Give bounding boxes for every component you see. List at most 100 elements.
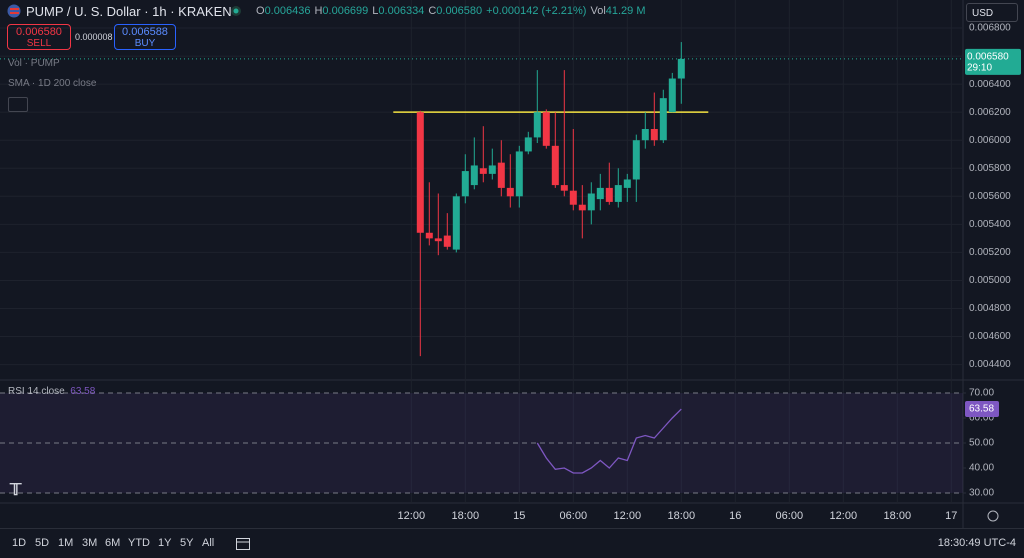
bottom-toolbar [0, 528, 1024, 558]
collapse-button[interactable] [8, 97, 28, 112]
buy-button[interactable]: 0.006588 BUY [114, 24, 176, 50]
rsi-legend: RSI 14 close 63.58 [8, 386, 95, 397]
candle-body [578, 204, 586, 211]
rsi-badge-label: 63.58 [969, 404, 994, 415]
candle-body [497, 162, 505, 188]
candle-body [641, 129, 649, 141]
x-tick-label: 18:00 [884, 510, 912, 522]
ohlc-key: L [372, 5, 379, 17]
y-tick-label: 0.004800 [969, 303, 1011, 314]
x-tick-label: 12:00 [398, 510, 426, 522]
candle-body [416, 112, 424, 233]
range-button[interactable]: 6M [105, 537, 121, 549]
candle-body [569, 190, 577, 205]
candle-body [425, 232, 433, 239]
sell-label: SELL [26, 38, 52, 49]
candle-body [461, 171, 469, 197]
ohlc-value: 0.006334 [378, 5, 425, 17]
ohlc-value: 0.006436 [264, 5, 311, 17]
x-tick-label: 18:00 [668, 510, 696, 522]
price-axis-bg [963, 0, 1024, 528]
y-tick-label: 40.00 [969, 463, 994, 474]
currency-button[interactable]: USD [966, 3, 1018, 22]
y-tick-label: 0.005800 [969, 163, 1011, 174]
candle-body [650, 129, 658, 141]
candle-body [542, 112, 550, 146]
x-tick-label: 12:00 [614, 510, 642, 522]
candle-body [668, 78, 676, 113]
candle-body [614, 185, 622, 202]
range-button[interactable]: 1Y [158, 537, 172, 549]
range-button[interactable]: 5Y [180, 537, 194, 549]
indicator-label[interactable]: Vol · PUMP [8, 58, 60, 69]
range-button[interactable]: All [202, 537, 215, 549]
candle-body [434, 238, 442, 242]
settings-icon[interactable] [987, 510, 999, 522]
buy-label: BUY [134, 38, 156, 49]
y-tick-label: 50.00 [969, 438, 994, 449]
candle-body [470, 165, 478, 186]
candle-body [488, 165, 496, 174]
change: +0.000142 (+2.21%) [486, 5, 587, 17]
spread: 0.000008 [75, 32, 113, 42]
calendar-icon[interactable] [235, 535, 251, 551]
y-tick-label: 0.006400 [969, 79, 1011, 90]
candle-body [659, 98, 667, 141]
y-tick-label: 30.00 [969, 488, 994, 499]
y-tick-label: 0.004600 [969, 331, 1011, 342]
candle-body [551, 145, 559, 186]
candle-body [479, 168, 487, 174]
ohlc-key: O [256, 5, 265, 17]
range-button[interactable]: YTD [128, 537, 150, 549]
ohlc-legend: O0.006436 H0.006699 L0.006334 C0.006580 +0.0… [256, 5, 646, 17]
candle-body [560, 185, 568, 191]
clock: 18:30:49 UTC-4 [937, 537, 1016, 549]
range-button[interactable]: 1M [58, 537, 74, 549]
y-tick-label: 0.005200 [969, 247, 1011, 258]
candle-body [443, 235, 451, 247]
candle-body [506, 187, 514, 197]
rsi-value: 63.58 [70, 386, 96, 397]
y-tick-label: 0.004400 [969, 359, 1011, 370]
x-tick-label: 16 [729, 510, 741, 522]
y-tick-label: 0.005600 [969, 191, 1011, 202]
last-price-badge [965, 48, 1021, 75]
sell-price: 0.006580 [16, 26, 62, 38]
y-tick-label: 0.005400 [969, 219, 1011, 230]
candle-body [677, 58, 685, 79]
y-tick-label: 60.00 [969, 413, 994, 424]
y-tick-label: 0.006200 [969, 107, 1011, 118]
candle-body [515, 151, 523, 197]
ohlc-key: C [428, 5, 437, 17]
y-tick-label: 70.00 [969, 388, 994, 399]
y-tick-label: 0.006800 [969, 23, 1011, 34]
ohlc-key: H [314, 5, 323, 17]
range-button[interactable]: 3M [82, 537, 98, 549]
ohlc-value: 0.006580 [436, 5, 483, 17]
candle-body [587, 193, 595, 211]
y-tick-label: 0.006000 [969, 135, 1011, 146]
candle-body [596, 187, 604, 200]
candle-body [524, 137, 532, 152]
range-button[interactable]: 5D [35, 537, 50, 549]
candle-body [623, 179, 631, 188]
candle-body [632, 140, 640, 180]
flag-icon [7, 4, 21, 18]
symbol-title[interactable]: PUMP / U. S. Dollar · 1h · KRAKEN [26, 4, 232, 19]
rsi-line [536, 408, 682, 474]
candle-body [533, 112, 541, 138]
countdown: 29:10 [967, 63, 992, 74]
x-tick-label: 06:00 [776, 510, 804, 522]
x-tick-label: 06:00 [560, 510, 588, 522]
sell-button[interactable]: 0.006580 SELL [7, 24, 71, 50]
last-price-label: 0.006580 [967, 52, 1009, 63]
range-button[interactable]: 1D [12, 537, 27, 549]
buy-price: 0.006588 [122, 26, 168, 38]
ohlc-value: 0.006699 [322, 5, 369, 17]
candle-body [605, 187, 613, 202]
volume-key: Vol [590, 5, 606, 17]
indicator-label[interactable]: SMA · 1D 200 close [8, 78, 97, 89]
rsi-badge [965, 401, 999, 418]
